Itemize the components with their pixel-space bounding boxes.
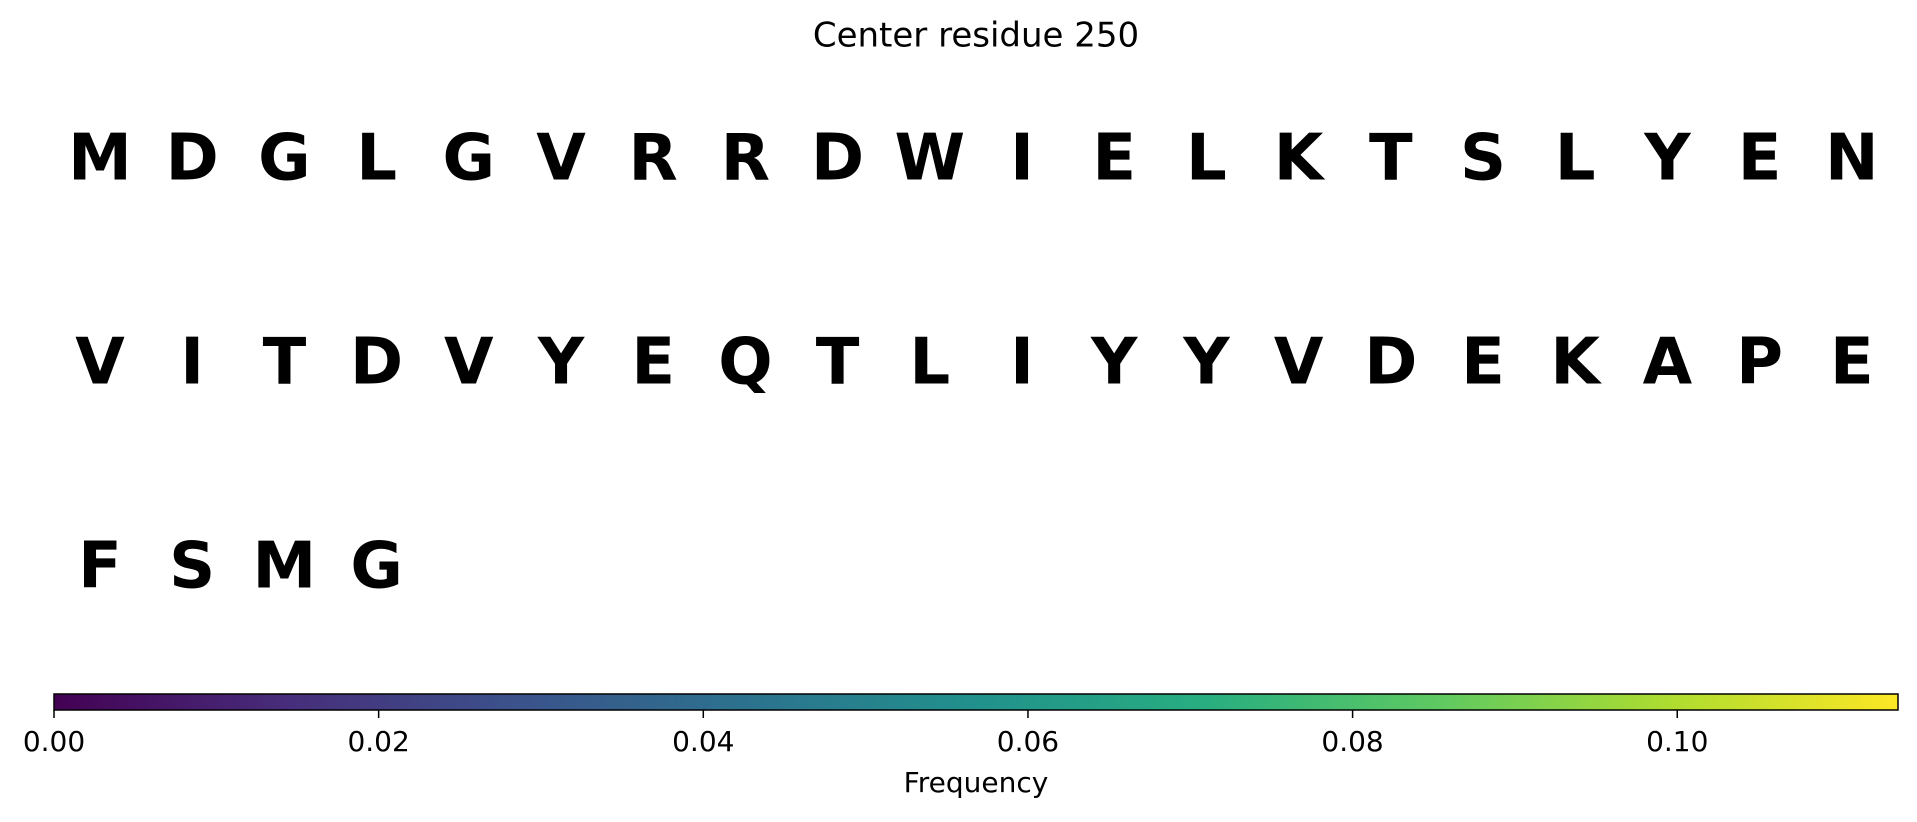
residue: E — [1738, 122, 1782, 196]
residue: D — [350, 326, 403, 400]
residue: G — [350, 530, 403, 604]
residue: R — [721, 122, 770, 196]
residue: L — [1186, 122, 1227, 196]
residue: Y — [1090, 326, 1138, 400]
residue: T — [1369, 122, 1413, 196]
residue: L — [909, 326, 950, 400]
residue: K — [1274, 122, 1326, 196]
residue: V — [536, 122, 586, 196]
colorbar-tick-label: 0.02 — [347, 725, 409, 758]
colorbar-tick-label: 0.06 — [997, 725, 1059, 758]
residue: F — [78, 530, 122, 604]
residue: I — [1010, 122, 1034, 196]
residue: I — [1010, 326, 1034, 400]
residue: T — [816, 326, 860, 400]
residue: V — [444, 326, 494, 400]
residue: E — [1092, 122, 1136, 196]
residue: R — [629, 122, 678, 196]
chart-title: Center residue 250 — [813, 16, 1139, 56]
residue: I — [180, 326, 204, 400]
residue: L — [1555, 122, 1596, 196]
residue: P — [1736, 326, 1783, 400]
residue: S — [169, 530, 215, 604]
residue: Y — [1643, 122, 1691, 196]
residue: E — [631, 326, 675, 400]
residue: M — [253, 530, 317, 604]
colorbar-tick-label: 0.08 — [1321, 725, 1383, 758]
residue: N — [1825, 122, 1879, 196]
residue: D — [811, 122, 864, 196]
colorbar — [53, 693, 1899, 711]
colorbar-label: Frequency — [904, 766, 1049, 799]
residue: S — [1460, 122, 1506, 196]
residue: Q — [718, 326, 772, 400]
residue: Y — [537, 326, 585, 400]
residue: T — [263, 326, 307, 400]
residue: W — [895, 122, 966, 196]
residue: K — [1550, 326, 1602, 400]
residue: G — [443, 122, 496, 196]
residue: V — [1274, 326, 1324, 400]
residue: L — [356, 122, 397, 196]
residue: A — [1643, 326, 1693, 400]
colorbar-tick-label: 0.00 — [23, 725, 85, 758]
residue: M — [68, 122, 132, 196]
residue: D — [166, 122, 219, 196]
residue: V — [75, 326, 125, 400]
residue: E — [1830, 326, 1874, 400]
residue: D — [1364, 326, 1417, 400]
residue: G — [258, 122, 311, 196]
residue: Y — [1182, 326, 1230, 400]
residue: E — [1461, 326, 1505, 400]
colorbar-tick-label: 0.04 — [672, 725, 734, 758]
colorbar-tick-label: 0.10 — [1646, 725, 1708, 758]
